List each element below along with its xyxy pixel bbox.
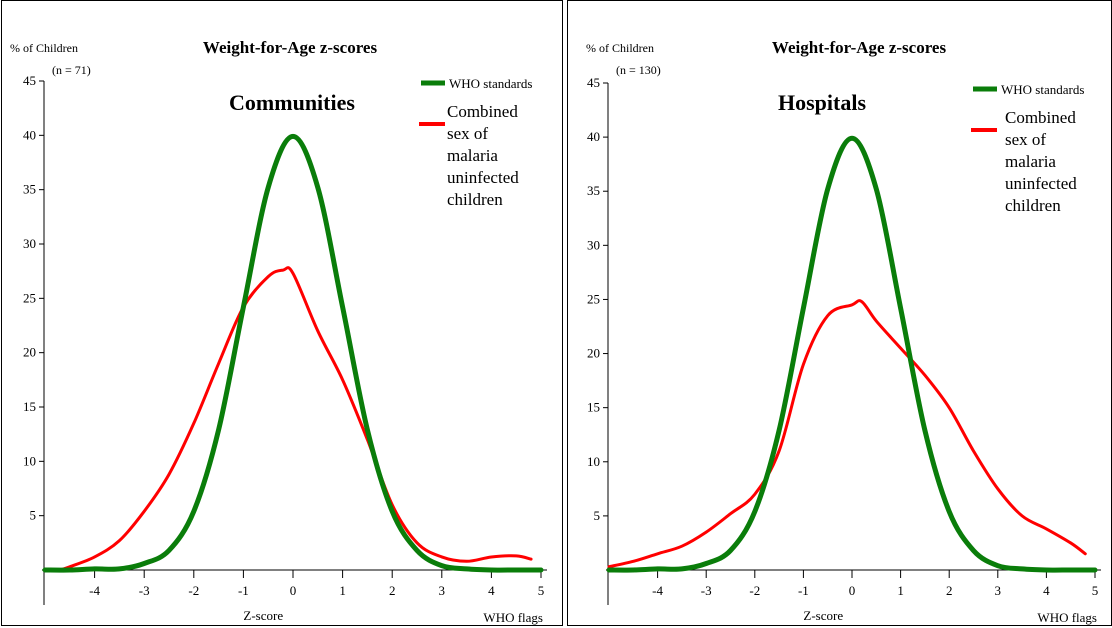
x-tick-label: 2	[946, 583, 953, 598]
panel-label: Communities	[229, 90, 355, 115]
chart-panel-communities: Weight-for-Age z-scores % of Children (n =…	[1, 0, 563, 626]
y-tick-label: 20	[23, 345, 36, 360]
y-tick-label: 30	[23, 236, 36, 251]
x-tick-label: -2	[749, 583, 760, 598]
x-tick-label: -4	[652, 583, 663, 598]
chart-svg-hospitals: Weight-for-Age z-scores % of Children (n =…	[586, 38, 1101, 625]
x-tick-label: 5	[538, 583, 545, 598]
x-tick-label: 3	[995, 583, 1002, 598]
series-line-combined-sex	[607, 299, 1087, 569]
x-tick-label: -3	[139, 583, 150, 598]
legend-label-who: WHO standards	[1001, 82, 1084, 97]
y-tick-label: 20	[587, 346, 600, 361]
series-line-who-standards	[42, 133, 544, 573]
n-label: (n = 130)	[616, 63, 661, 77]
y-tick-label: 10	[23, 453, 36, 468]
x-tick-label: 1	[897, 583, 904, 598]
chart-title: Weight-for-Age z-scores	[772, 38, 947, 57]
x-tick-label: 4	[1043, 583, 1050, 598]
x-axis-label: Z-score	[803, 608, 843, 623]
y-tick-label: 25	[587, 291, 600, 306]
y-tick-label: 5	[594, 508, 601, 523]
x-tick-label: -1	[238, 583, 249, 598]
y-tick-label: 45	[23, 73, 36, 88]
n-label: (n = 71)	[52, 63, 91, 77]
x-tick-label: 0	[849, 583, 856, 598]
y-tick-label: 45	[587, 75, 600, 90]
x-tick-label: 2	[389, 583, 396, 598]
x-tick-label: 3	[439, 583, 446, 598]
x-tick-label: 1	[339, 583, 346, 598]
y-tick-label: 35	[23, 182, 36, 197]
legend-label-sample: Combined sex of malaria uninfected children	[1005, 108, 1077, 215]
y-tick-label: 25	[23, 290, 36, 305]
x-tick-label: -3	[701, 583, 712, 598]
x-tick-label: -4	[89, 583, 100, 598]
chart-svg-communities: Weight-for-Age z-scores % of Children (n =…	[10, 38, 547, 625]
panel-label: Hospitals	[778, 90, 866, 115]
x-tick-label: 4	[488, 583, 495, 598]
x-tick-label: 0	[290, 583, 297, 598]
y-tick-label: 40	[587, 129, 600, 144]
legend-label-who: WHO standards	[449, 76, 532, 91]
who-flags-label: WHO flags	[1037, 610, 1097, 625]
series-line-combined-sex	[58, 266, 533, 572]
y-tick-label: 15	[587, 400, 600, 415]
y-tick-label: 40	[23, 127, 36, 142]
x-axis-label: Z-score	[243, 608, 283, 623]
y-axis-header: % of Children	[586, 41, 654, 55]
y-axis-header: % of Children	[10, 41, 78, 55]
chart-title: Weight-for-Age z-scores	[203, 38, 378, 57]
series-line-who-standards	[606, 135, 1098, 573]
y-tick-label: 5	[30, 508, 37, 523]
y-tick-label: 35	[587, 183, 600, 198]
y-tick-label: 10	[587, 454, 600, 469]
x-tick-label: -2	[188, 583, 199, 598]
x-tick-label: 5	[1092, 583, 1099, 598]
y-tick-label: 15	[23, 399, 36, 414]
y-tick-label: 30	[587, 237, 600, 252]
legend-label-sample: Combined sex of malaria uninfected children	[447, 102, 519, 209]
chart-panel-hospitals: Weight-for-Age z-scores % of Children (n =…	[567, 0, 1112, 626]
x-tick-label: -1	[798, 583, 809, 598]
who-flags-label: WHO flags	[483, 610, 543, 625]
